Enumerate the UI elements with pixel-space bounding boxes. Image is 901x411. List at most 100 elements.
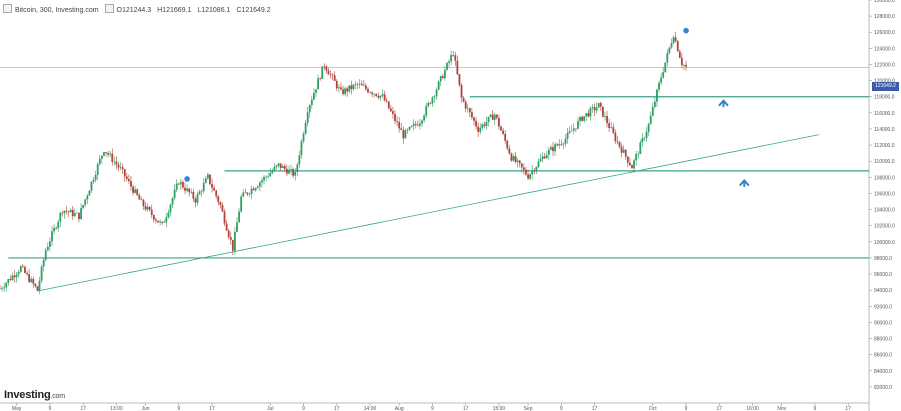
candle-body: [564, 138, 567, 144]
y-tick-label: 88000.0: [874, 337, 892, 343]
candle: [61, 210, 64, 217]
candle: [651, 102, 654, 117]
candle-body: [117, 164, 120, 168]
candle: [610, 121, 613, 129]
candle-body: [612, 127, 615, 133]
candle-body: [323, 66, 326, 68]
candle: [550, 144, 552, 151]
candle: [448, 59, 450, 68]
candle: [321, 66, 324, 80]
candle: [641, 132, 644, 147]
candle: [450, 50, 453, 66]
candle: [537, 158, 540, 169]
candle-body: [321, 66, 324, 80]
candle-body: [626, 156, 629, 163]
candle-body: [53, 227, 55, 232]
candle: [520, 163, 523, 173]
candle: [601, 106, 604, 118]
candle: [483, 121, 486, 129]
candle: [387, 101, 390, 110]
candle-body: [489, 114, 492, 117]
candle: [678, 49, 681, 59]
candle-body: [213, 187, 216, 191]
candle-body: [637, 153, 640, 155]
y-tick-label: 82000.0: [874, 385, 892, 391]
candle: [362, 79, 365, 87]
candle-body: [317, 78, 319, 90]
candle: [144, 201, 147, 212]
candle-body: [668, 47, 671, 53]
candle-body: [55, 227, 58, 229]
candle: [635, 150, 638, 166]
candle-body: [433, 96, 436, 98]
candle: [583, 116, 586, 123]
candle-body: [92, 179, 95, 182]
candle: [516, 157, 519, 168]
candle-body: [300, 141, 303, 156]
high-value: H121669.1: [157, 7, 192, 14]
candle-body: [192, 191, 195, 199]
candle-body: [140, 199, 143, 201]
candle: [518, 159, 521, 168]
candle: [406, 128, 409, 134]
candle-body: [651, 106, 654, 116]
candle: [531, 165, 534, 180]
candle-body: [302, 133, 305, 142]
y-tick-label: 92000.0: [874, 304, 892, 310]
candle-body: [165, 217, 168, 223]
candle-body: [283, 166, 286, 169]
candle: [579, 115, 581, 127]
settings-icon[interactable]: [104, 4, 114, 13]
candle-body: [367, 88, 369, 93]
candle: [458, 73, 461, 87]
candle-body: [595, 107, 598, 111]
candle-body: [581, 116, 584, 121]
candle-body: [441, 76, 444, 79]
candle-body: [273, 166, 276, 171]
candle-body: [502, 130, 505, 134]
candle: [234, 227, 236, 255]
candle-body: [310, 99, 313, 106]
candle-body: [601, 106, 604, 117]
candle-body: [175, 183, 178, 190]
collapse-icon[interactable]: [3, 4, 12, 13]
candle: [547, 147, 550, 161]
candle: [182, 180, 184, 190]
candle: [213, 184, 216, 191]
candle-body: [674, 37, 677, 41]
candle-body: [113, 161, 116, 163]
candle-body: [267, 176, 270, 177]
candle-body: [46, 246, 49, 251]
candle: [55, 226, 58, 231]
candle: [323, 63, 326, 70]
candle-body: [398, 121, 401, 129]
candle: [100, 155, 103, 164]
candle: [319, 77, 322, 81]
candle-body: [643, 137, 646, 139]
candle: [32, 276, 35, 289]
candle: [504, 130, 507, 144]
candle-body: [554, 144, 556, 152]
candle: [306, 106, 309, 127]
candle: [670, 38, 673, 50]
candle: [568, 126, 571, 135]
candle: [204, 175, 207, 184]
candle-body: [421, 120, 423, 124]
candle: [163, 219, 166, 223]
candle-body: [635, 154, 638, 161]
candle-body: [597, 103, 600, 108]
candle: [30, 276, 33, 284]
candle-body: [633, 160, 635, 169]
candle-body: [545, 154, 548, 159]
candle: [591, 104, 594, 113]
candle: [329, 70, 332, 79]
candle: [456, 55, 459, 76]
candle-body: [574, 128, 577, 130]
candle: [394, 110, 396, 125]
candle-body: [335, 80, 338, 89]
candle: [298, 150, 301, 168]
candle-body: [96, 164, 99, 175]
candle-body: [589, 108, 592, 117]
